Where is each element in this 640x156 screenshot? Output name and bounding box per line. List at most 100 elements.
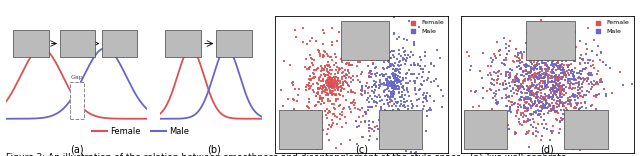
Point	[532, 87, 542, 89]
Point	[570, 67, 580, 69]
Point	[367, 120, 378, 123]
Point	[532, 44, 543, 46]
Point	[544, 93, 554, 96]
Point	[491, 72, 501, 74]
Point	[567, 69, 577, 71]
Point	[555, 94, 565, 96]
Point	[401, 59, 411, 62]
Point	[570, 31, 580, 33]
Point	[392, 69, 403, 72]
Point	[365, 76, 376, 78]
Point	[420, 97, 430, 99]
Point	[344, 42, 354, 45]
Point	[316, 85, 326, 88]
Point	[390, 80, 401, 82]
Point	[491, 90, 501, 92]
Point	[573, 85, 583, 88]
Point	[557, 78, 567, 80]
Point	[499, 37, 509, 39]
Point	[518, 70, 529, 73]
Point	[492, 101, 502, 103]
Point	[326, 83, 337, 85]
Point	[555, 75, 565, 78]
Point	[344, 56, 355, 58]
Point	[526, 68, 536, 70]
Point	[557, 48, 568, 50]
Point	[520, 63, 530, 66]
Point	[374, 94, 384, 96]
Point	[305, 39, 315, 42]
Point	[539, 127, 549, 129]
Point	[551, 86, 561, 89]
Point	[543, 58, 553, 61]
Point	[326, 83, 337, 85]
Point	[308, 72, 319, 74]
Point	[539, 62, 549, 64]
Legend: Female, Male: Female, Male	[405, 19, 445, 35]
Point	[491, 101, 501, 104]
Point	[333, 98, 344, 100]
Point	[526, 100, 536, 103]
Point	[554, 105, 564, 108]
Point	[556, 116, 566, 119]
Point	[515, 51, 525, 54]
Point	[378, 90, 388, 92]
Point	[515, 85, 525, 88]
Point	[322, 79, 332, 82]
Point	[515, 79, 525, 81]
Point	[389, 77, 399, 79]
Point	[392, 79, 403, 81]
Point	[330, 94, 340, 96]
Point	[325, 77, 335, 79]
Point	[588, 59, 598, 62]
Point	[388, 16, 399, 18]
Point	[530, 72, 540, 74]
Point	[568, 93, 578, 96]
Point	[557, 96, 568, 98]
Point	[502, 105, 512, 108]
Point	[541, 101, 551, 104]
Point	[568, 73, 578, 76]
Point	[326, 82, 337, 85]
Point	[384, 60, 394, 63]
Point	[509, 61, 519, 63]
Point	[392, 37, 403, 40]
Point	[320, 110, 330, 112]
Point	[349, 92, 360, 94]
Point	[519, 114, 529, 116]
Point	[326, 83, 337, 85]
Point	[504, 95, 515, 98]
Point	[536, 105, 546, 107]
Point	[552, 79, 563, 82]
Point	[536, 86, 547, 88]
Point	[540, 68, 550, 71]
Point	[291, 143, 301, 145]
Point	[396, 64, 406, 66]
Point	[338, 84, 348, 87]
Point	[530, 41, 540, 44]
Point	[364, 54, 374, 57]
Point	[307, 57, 317, 60]
Point	[390, 69, 400, 71]
Point	[394, 113, 404, 115]
Point	[502, 124, 513, 126]
Point	[388, 80, 399, 83]
Point	[317, 87, 327, 90]
Point	[538, 51, 548, 53]
Point	[545, 31, 556, 34]
Point	[419, 97, 429, 100]
Point	[583, 27, 593, 29]
Point	[390, 67, 401, 70]
Point	[570, 87, 580, 90]
Point	[572, 103, 582, 105]
Point	[417, 75, 427, 78]
Point	[557, 60, 567, 63]
Point	[323, 71, 333, 73]
Point	[369, 95, 380, 98]
Point	[317, 91, 327, 94]
Point	[335, 93, 345, 96]
Point	[525, 104, 536, 107]
Point	[325, 78, 335, 81]
Point	[365, 70, 375, 72]
Point	[550, 110, 561, 112]
